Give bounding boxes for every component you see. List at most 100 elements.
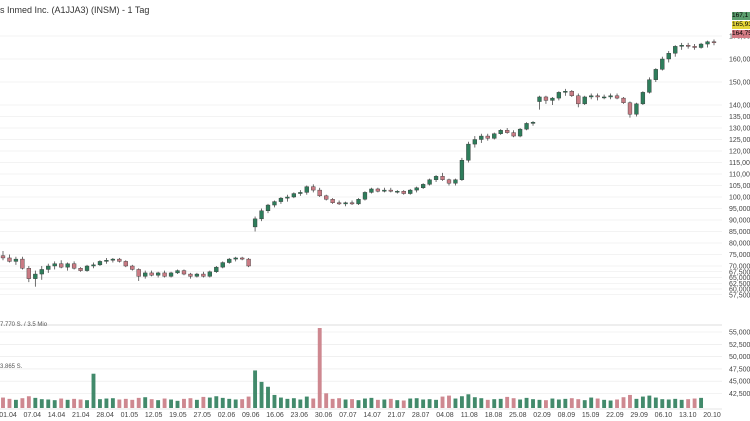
volume-bar	[104, 398, 109, 408]
volume-bar	[544, 400, 548, 408]
candle-body	[240, 257, 245, 260]
x-tick-label: 14.04	[48, 412, 66, 419]
volume-bar	[285, 398, 290, 408]
volume-bar	[169, 399, 173, 408]
candle-body	[479, 135, 484, 140]
candle-body	[0, 255, 6, 259]
candle-body	[26, 268, 31, 279]
candle-body	[311, 186, 316, 191]
candle-body	[356, 199, 361, 205]
x-tick-label: 15.09	[582, 412, 600, 419]
candle-body	[589, 95, 594, 98]
volume-bar	[388, 398, 393, 408]
volume-bar	[699, 397, 704, 408]
volume-bar	[647, 395, 652, 408]
volume-bar	[110, 398, 115, 408]
x-tick-label: 02.09	[533, 412, 551, 419]
candle-body	[33, 273, 38, 279]
volume-bar	[72, 398, 77, 408]
volume-bar	[136, 397, 141, 408]
volume-bar	[98, 399, 102, 408]
candle-body	[149, 272, 154, 276]
price-tick-label: 52,500	[729, 342, 750, 349]
price-tag-last: 165,93	[732, 21, 750, 29]
candle-body	[492, 133, 497, 139]
x-tick-label: 04.08	[436, 412, 454, 419]
price-tick-label: 150,000	[729, 80, 750, 87]
candle-body	[71, 263, 77, 269]
volume-bar	[602, 399, 607, 408]
volume-bar	[537, 399, 542, 408]
volume-bar	[337, 398, 342, 408]
x-tick-label: 16.06	[266, 412, 284, 419]
candle-body	[39, 269, 44, 275]
volume-bar	[278, 397, 283, 408]
candle-body	[511, 132, 516, 137]
candle-body	[78, 268, 83, 271]
candle-body	[556, 92, 562, 99]
volume-bar	[615, 399, 619, 408]
volume-bar	[550, 398, 555, 408]
x-tick-label: 13.10	[679, 412, 697, 419]
candle-body	[214, 266, 219, 272]
x-tick-label: 25.08	[509, 412, 527, 419]
candle-body	[91, 264, 96, 267]
candle-body	[207, 271, 212, 277]
volume-bar	[498, 398, 503, 408]
price-tick-label: 140,000	[729, 103, 750, 110]
candle-body	[401, 191, 406, 194]
candle-body	[265, 204, 271, 212]
volume-bar	[375, 399, 380, 408]
volume-bar	[485, 399, 490, 408]
candle-body	[698, 43, 704, 48]
candle-body	[414, 187, 419, 191]
volume-bar	[149, 399, 154, 408]
candle-body	[52, 263, 57, 267]
candle-body	[505, 130, 510, 133]
volume-bar	[194, 399, 199, 408]
x-tick-label: 22.09	[606, 412, 624, 419]
volume-bar	[686, 399, 691, 408]
candle-body	[278, 197, 284, 202]
candle-body	[647, 79, 652, 93]
x-tick-label: 09.06	[242, 412, 260, 419]
x-tick-label: 11.08	[461, 412, 478, 419]
candle-body	[285, 196, 290, 199]
x-tick-label: 21.04	[72, 412, 90, 419]
price-tick-label: 57,500	[729, 292, 750, 299]
volume-bar	[414, 398, 419, 408]
volume-bar	[46, 399, 51, 408]
candle-body	[601, 96, 607, 99]
volume-bar	[395, 400, 400, 408]
x-tick-label: 23.06	[291, 412, 309, 419]
volume-bar	[447, 395, 451, 408]
x-tick-label: 30.06	[315, 412, 333, 419]
candle-body	[317, 189, 322, 197]
volume-bar	[382, 399, 387, 408]
price-tick-label: 42,500	[729, 391, 750, 398]
candle-body	[408, 189, 413, 194]
volume-bar	[188, 398, 193, 408]
volume-bar	[304, 396, 309, 408]
candle-body	[298, 192, 303, 194]
candle-body	[692, 46, 697, 48]
candle-body	[679, 45, 684, 47]
candle-body	[110, 258, 116, 261]
volume-bar	[453, 398, 458, 408]
x-tick-label: 02.06	[218, 412, 236, 419]
candle-body	[201, 273, 206, 277]
volume-bar	[556, 399, 561, 408]
volume-bar	[143, 397, 148, 408]
volume-bar	[621, 397, 626, 408]
candle-body	[711, 41, 717, 43]
price-tick-label: 125,000	[729, 137, 750, 144]
volume-bar	[459, 396, 464, 408]
volume-bar	[576, 399, 581, 408]
candle-body	[653, 69, 658, 80]
volume-bar	[472, 397, 477, 408]
volume-bar	[207, 397, 212, 408]
candle-body	[246, 258, 251, 267]
x-tick-label: 18.08	[485, 412, 503, 419]
price-tick-label: 85,000	[729, 229, 750, 236]
